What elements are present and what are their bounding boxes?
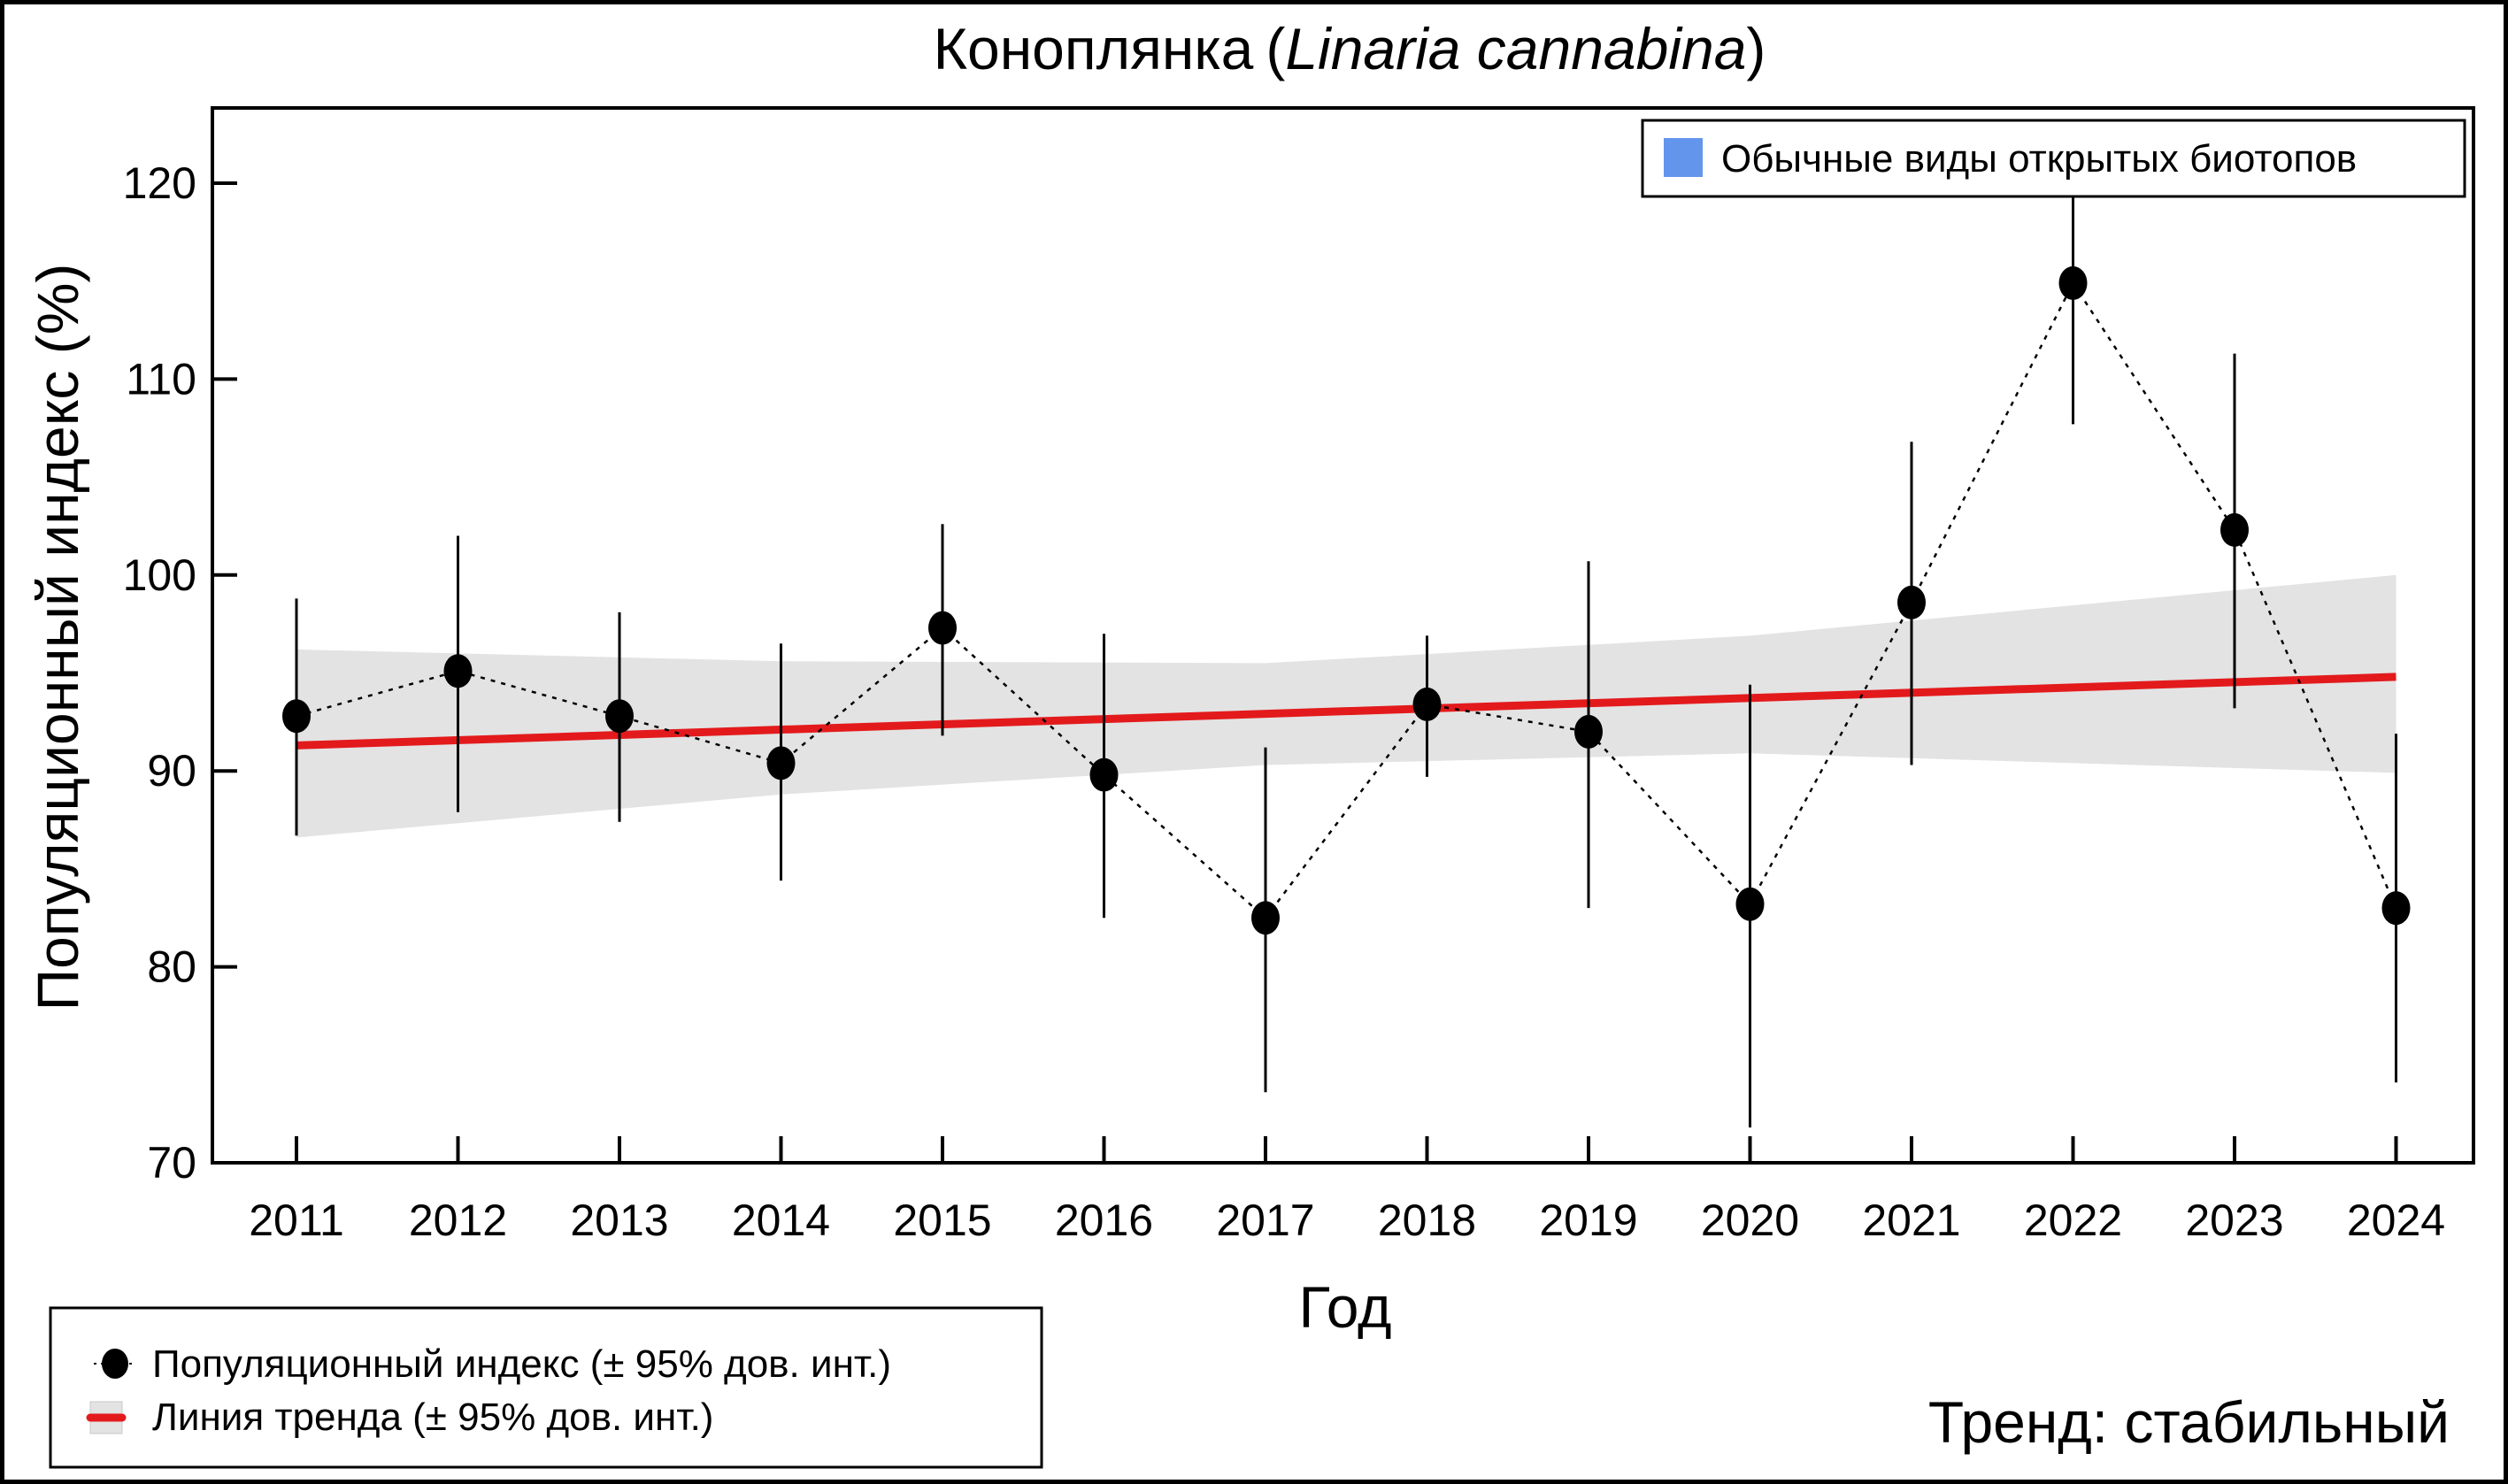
legend-entry-trend: Линия тренда (± 95% дов. инт.) xyxy=(86,1396,713,1439)
x-tick-label: 2024 xyxy=(2347,1196,2445,1245)
x-tick-label: 2014 xyxy=(732,1196,830,1245)
x-tick-label: 2013 xyxy=(570,1196,668,1245)
data-point-2018 xyxy=(1412,687,1442,721)
trend-annotation: Тренд: стабильный xyxy=(1928,1389,2450,1455)
trend-ci-band xyxy=(296,574,2396,838)
data-point-2017 xyxy=(1251,901,1280,935)
x-tick-label: 2021 xyxy=(1862,1196,1960,1245)
trend-ci-band-layer xyxy=(296,574,2396,838)
data-point-2019 xyxy=(1574,714,1603,749)
title-latin-name: Linaria cannabina xyxy=(1285,16,1746,81)
data-point-2021 xyxy=(1897,585,1926,619)
x-tick-label: 2012 xyxy=(409,1196,507,1245)
data-point-2023 xyxy=(2220,512,2249,547)
data-point-2011 xyxy=(282,699,311,734)
x-tick-label: 2020 xyxy=(1701,1196,1799,1245)
group-legend-swatch xyxy=(1664,138,1703,177)
series-legend-box xyxy=(49,1306,1043,1469)
index-connector-line xyxy=(296,281,2397,920)
title-close-paren: ) xyxy=(1746,16,1766,81)
data-point-2016 xyxy=(1089,757,1119,792)
data-point-2024 xyxy=(2381,891,2411,926)
group-legend-label: Обычные виды открытых биотопов xyxy=(1721,137,2357,181)
group-legend-box xyxy=(1641,119,2466,198)
x-tick-label: 2015 xyxy=(893,1196,991,1245)
x-tick-label: 2016 xyxy=(1055,1196,1153,1245)
y-tick-label: 70 xyxy=(147,1138,196,1188)
y-tick-label: 110 xyxy=(126,354,196,404)
x-tick-label: 2019 xyxy=(1539,1196,1637,1245)
title-common-name: Коноплянка xyxy=(934,16,1254,81)
y-tick-label: 80 xyxy=(147,942,196,992)
legend-entry-index: Популяционный индекс (± 95% дов. инт.) xyxy=(94,1342,891,1386)
chart-title: Коноплянка (Linaria cannabina) xyxy=(934,16,1766,81)
y-tick-label: 100 xyxy=(123,550,196,600)
y-tick-label: 120 xyxy=(123,158,196,208)
data-point-2013 xyxy=(605,699,634,734)
legend-label-index: Популяционный индекс (± 95% дов. инт.) xyxy=(152,1342,891,1386)
legend-label-trend: Линия тренда (± 95% дов. инт.) xyxy=(152,1396,713,1439)
data-point-2022 xyxy=(2058,265,2088,300)
points-layer xyxy=(282,265,2411,935)
legend-point-icon xyxy=(102,1349,128,1379)
x-axis-label: Год xyxy=(1298,1274,1391,1340)
y-axis-ticks: 70 80 90 100 110 120 xyxy=(123,158,237,1188)
title-open-paren: ( xyxy=(1266,16,1285,81)
group-legend: Обычные виды открытых биотопов xyxy=(1641,119,2466,198)
x-tick-label: 2022 xyxy=(2024,1196,2122,1245)
x-tick-label: 2023 xyxy=(2185,1196,2283,1245)
series-legend: Популяционный индекс (± 95% дов. инт.) Л… xyxy=(49,1306,1043,1469)
x-tick-label: 2011 xyxy=(249,1196,344,1245)
trend-line-layer xyxy=(296,673,2396,750)
x-tick-label: 2017 xyxy=(1216,1196,1314,1245)
y-axis-label: Популяционный индекс (%) xyxy=(25,264,90,1011)
data-point-2012 xyxy=(443,654,473,688)
data-point-2015 xyxy=(928,611,957,645)
y-tick-label: 90 xyxy=(147,746,196,796)
data-point-2020 xyxy=(1735,887,1765,921)
data-point-2014 xyxy=(766,746,796,780)
trend-line xyxy=(296,673,2396,750)
connector-layer xyxy=(296,281,2397,920)
x-tick-label: 2018 xyxy=(1378,1196,1476,1245)
x-axis-ticks: 2011 2012 2013 2014 2015 2016 2017 2018 2019 2020… xyxy=(249,1136,2445,1245)
plot-area-border xyxy=(211,106,2475,1165)
